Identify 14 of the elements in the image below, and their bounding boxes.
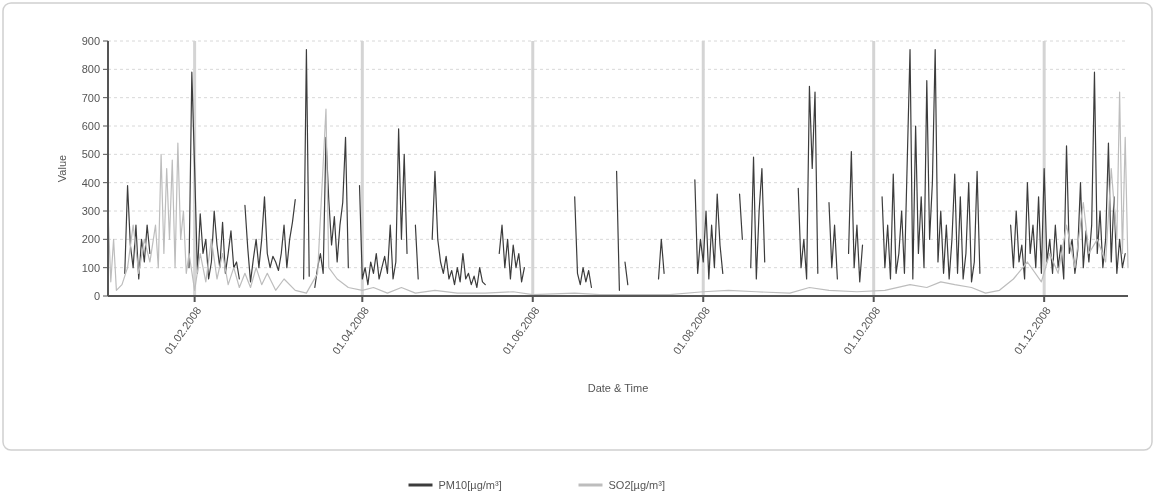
y-tick-label: 0 [93, 289, 100, 302]
legend-label: PM10[µg/m³] [438, 478, 502, 491]
x-axis-title: Date & Time [587, 382, 649, 394]
y-tick-label: 100 [81, 261, 100, 274]
y-tick-label: 900 [81, 34, 100, 47]
y-tick-label: 800 [81, 63, 100, 76]
y-tick-label: 500 [81, 148, 100, 161]
y-tick-label: 400 [81, 176, 100, 189]
y-tick-label: 300 [81, 204, 100, 217]
y-tick-label: 200 [81, 233, 100, 246]
y-tick-label: 700 [81, 91, 100, 104]
legend-label: SO2[µg/m³] [608, 478, 665, 491]
y-axis-title: Value [56, 154, 68, 183]
y-tick-label: 600 [81, 119, 100, 132]
